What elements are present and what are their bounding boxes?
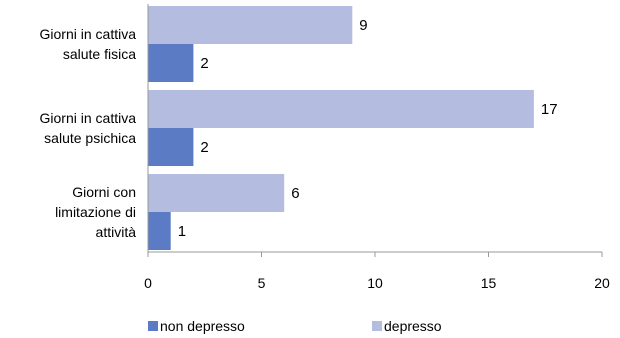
x-tick-label: 10 — [367, 275, 383, 291]
bar-non-depresso-0 — [148, 44, 194, 82]
legend-label: non depresso — [160, 318, 245, 334]
bars: 9 2 17 2 6 1 — [148, 6, 558, 250]
x-tick-label: 15 — [481, 275, 497, 291]
category-labels: Giorni in cattiva salute fisica Giorni in … — [40, 26, 137, 240]
category-label: salute psichica — [44, 130, 136, 146]
legend: non depresso depresso — [148, 318, 442, 334]
category-label: limitazione di — [55, 204, 136, 220]
legend-swatch — [372, 321, 382, 331]
bar-depresso-1 — [148, 90, 534, 128]
legend-swatch — [148, 321, 158, 331]
x-tick-label: 0 — [144, 275, 152, 291]
data-label: 1 — [178, 223, 186, 240]
category-label: attività — [96, 224, 137, 240]
x-axis: 0 5 10 15 20 — [144, 4, 610, 291]
category-label: salute fisica — [63, 46, 136, 62]
category-label: Giorni con — [72, 184, 136, 200]
bar-depresso-2 — [148, 174, 285, 212]
data-label: 2 — [200, 55, 208, 72]
bar-non-depresso-2 — [148, 212, 171, 250]
x-tick-label: 5 — [258, 275, 266, 291]
data-label: 17 — [541, 101, 558, 118]
legend-label: depresso — [384, 318, 442, 334]
data-label: 9 — [359, 17, 367, 34]
data-label: 2 — [200, 139, 208, 156]
category-label: Giorni in cattiva — [40, 110, 137, 126]
bar-depresso-0 — [148, 6, 353, 44]
data-label: 6 — [291, 185, 299, 202]
category-label: Giorni in cattiva — [40, 26, 137, 42]
x-tick-label: 20 — [594, 275, 610, 291]
bar-non-depresso-1 — [148, 128, 194, 166]
